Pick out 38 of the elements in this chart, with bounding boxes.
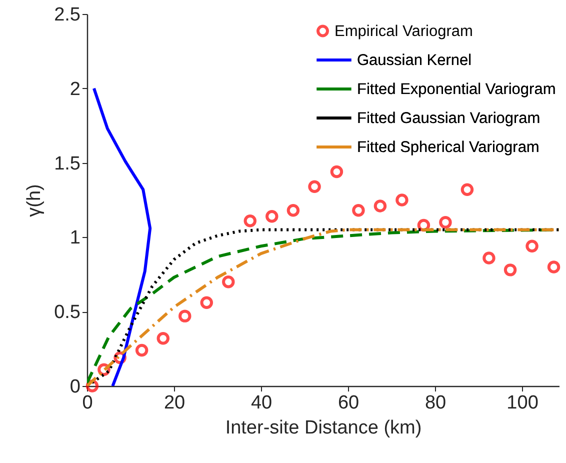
- point: [308, 180, 321, 193]
- point: [286, 204, 300, 217]
- point: [156, 332, 170, 345]
- legend-label: Gaussian Kernel: [357, 52, 472, 69]
- y-tick-label: 2.5: [54, 4, 80, 26]
- line-series: [92, 86, 152, 386]
- point: [526, 240, 538, 252]
- point: [222, 275, 235, 288]
- y-tick-label: 0.5: [54, 302, 80, 324]
- legend-label: Empirical Variogram: [334, 23, 473, 40]
- legend-label: Fitted Exponential Variogram: [357, 81, 556, 98]
- y-axis-title: γ(h): [24, 184, 46, 217]
- point: [547, 260, 560, 274]
- y-tick-label: 0: [70, 376, 80, 398]
- point: [266, 210, 278, 223]
- point: [460, 183, 474, 196]
- x-tick-label: 60: [338, 392, 360, 414]
- point: [374, 200, 387, 212]
- legend-label: Fitted Gaussian Variogram: [357, 110, 540, 127]
- y-tick-label: 2: [70, 78, 80, 100]
- point: [352, 204, 365, 217]
- point: [482, 252, 496, 264]
- legend-label: Fitted Spherical Variogram: [357, 139, 540, 156]
- point: [330, 165, 344, 178]
- y-tick-label: 1: [70, 228, 80, 249]
- x-tick-label: 80: [424, 392, 446, 414]
- point: [244, 214, 257, 228]
- point: [504, 264, 517, 276]
- x-tick-label: 100: [506, 392, 538, 414]
- point: [178, 310, 192, 322]
- point: [396, 194, 408, 206]
- x-tick-label: 40: [250, 392, 272, 414]
- point: [439, 216, 452, 229]
- point: [200, 296, 214, 310]
- y-tick-label: 1.5: [54, 153, 80, 174]
- x-axis-title: Inter-site Distance (km): [225, 418, 422, 438]
- x-tick-label: 20: [164, 392, 186, 414]
- point: [135, 344, 148, 357]
